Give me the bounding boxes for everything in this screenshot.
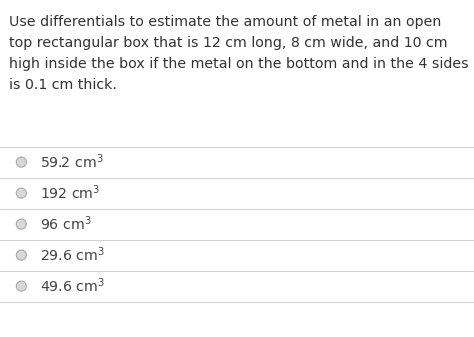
Ellipse shape [16,219,27,229]
Text: is 0.1 cm thick.: is 0.1 cm thick. [9,78,117,92]
Text: 192 cm$^3$: 192 cm$^3$ [40,184,100,203]
Text: high inside the box if the metal on the bottom and in the 4 sides: high inside the box if the metal on the … [9,57,468,71]
Text: 96 cm$^3$: 96 cm$^3$ [40,215,92,234]
Ellipse shape [16,250,27,260]
Text: 49.6 cm$^3$: 49.6 cm$^3$ [40,277,105,296]
Text: 59.2 cm$^3$: 59.2 cm$^3$ [40,153,104,172]
Text: top rectangular box that is 12 cm long, 8 cm wide, and 10 cm: top rectangular box that is 12 cm long, … [9,36,447,50]
Ellipse shape [16,281,27,291]
Ellipse shape [16,157,27,167]
Text: 29.6 cm$^3$: 29.6 cm$^3$ [40,246,105,265]
Ellipse shape [16,188,27,198]
Text: Use differentials to estimate the amount of metal in an open: Use differentials to estimate the amount… [9,15,441,29]
